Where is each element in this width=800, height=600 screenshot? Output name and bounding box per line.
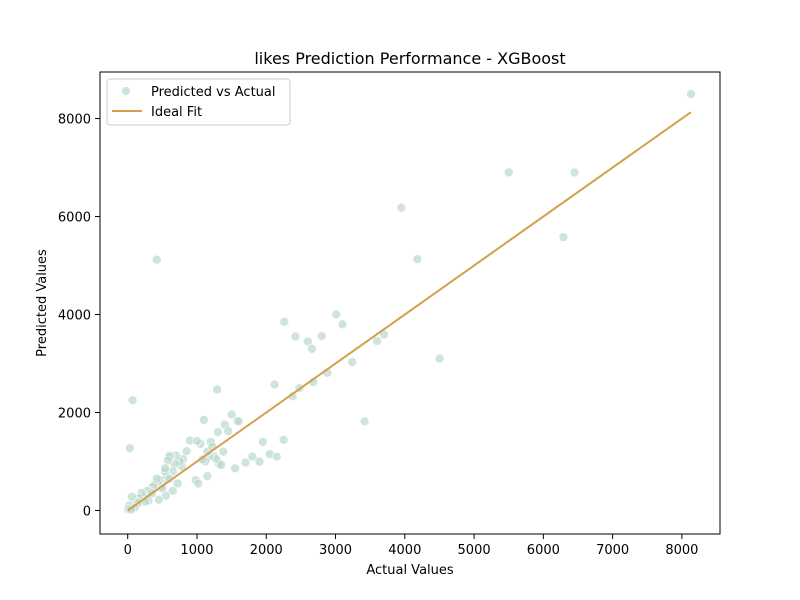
data-point xyxy=(226,409,237,420)
legend: Predicted vs Actual Ideal Fit xyxy=(106,78,291,126)
data-point xyxy=(212,427,223,437)
data-point xyxy=(412,254,423,264)
data-point xyxy=(240,457,251,468)
data-point xyxy=(172,478,183,489)
y-tick-label: 4000 xyxy=(58,309,91,324)
data-point xyxy=(202,471,213,481)
data-point xyxy=(290,331,301,342)
y-tick-label: 2000 xyxy=(58,406,91,421)
data-point xyxy=(152,254,162,265)
x-axis-ticks: 0 1000 2000 3000 4000 5000 6000 7000 8000 xyxy=(124,534,698,558)
x-tick-label: 2000 xyxy=(250,543,283,558)
x-tick-label: 7000 xyxy=(596,543,629,558)
y-axis-label: Predicted Values xyxy=(35,249,50,357)
legend-marker-scatter xyxy=(121,86,131,96)
data-point xyxy=(212,384,222,395)
data-point xyxy=(503,167,514,178)
data-point xyxy=(193,478,204,489)
x-tick-label: 1000 xyxy=(180,543,213,558)
data-point xyxy=(199,415,209,425)
scatter-points xyxy=(123,89,696,515)
data-point xyxy=(218,446,229,457)
x-tick-label: 0 xyxy=(124,543,132,558)
x-axis-label: Actual Values xyxy=(366,563,454,578)
data-point xyxy=(337,319,348,330)
x-tick-label: 6000 xyxy=(527,543,560,558)
data-point xyxy=(247,451,258,462)
ideal-fit-line xyxy=(127,111,692,512)
x-tick-label: 4000 xyxy=(388,543,421,558)
data-point xyxy=(127,395,138,406)
data-point xyxy=(192,436,202,446)
data-point xyxy=(434,353,445,364)
data-point xyxy=(257,437,268,447)
data-point xyxy=(167,486,178,496)
data-point xyxy=(279,317,290,327)
data-point xyxy=(181,446,192,457)
data-point xyxy=(233,416,244,427)
data-point xyxy=(160,463,170,474)
data-point xyxy=(223,426,233,436)
x-tick-label: 3000 xyxy=(319,543,352,558)
data-point xyxy=(271,451,282,462)
data-point xyxy=(347,357,357,367)
data-point xyxy=(307,344,317,354)
y-tick-label: 8000 xyxy=(58,113,91,128)
data-point xyxy=(316,331,327,341)
x-tick-label: 8000 xyxy=(665,543,698,558)
data-point xyxy=(269,379,280,390)
data-point xyxy=(230,463,240,474)
y-tick-label: 6000 xyxy=(58,211,91,226)
x-tick-label: 5000 xyxy=(458,543,491,558)
data-point xyxy=(396,202,407,213)
data-point xyxy=(254,456,265,467)
chart-title: likes Prediction Performance - XGBoost xyxy=(254,49,565,68)
data-point xyxy=(278,435,289,445)
data-point xyxy=(127,491,137,502)
data-point xyxy=(154,494,164,505)
y-axis-ticks: 0 2000 4000 6000 8000 xyxy=(58,113,100,519)
data-point xyxy=(303,336,313,347)
legend-box xyxy=(106,78,291,126)
plot-frame xyxy=(99,71,721,535)
data-point xyxy=(686,89,696,99)
data-point xyxy=(372,336,382,346)
data-point xyxy=(558,232,569,242)
legend-label-scatter: Predicted vs Actual xyxy=(151,85,275,100)
data-point xyxy=(359,416,370,427)
y-tick-label: 0 xyxy=(83,504,91,519)
data-point xyxy=(569,167,580,178)
data-point xyxy=(331,309,342,320)
legend-label-ideal-fit: Ideal Fit xyxy=(151,105,202,120)
data-point xyxy=(216,460,227,470)
data-point xyxy=(124,443,135,454)
